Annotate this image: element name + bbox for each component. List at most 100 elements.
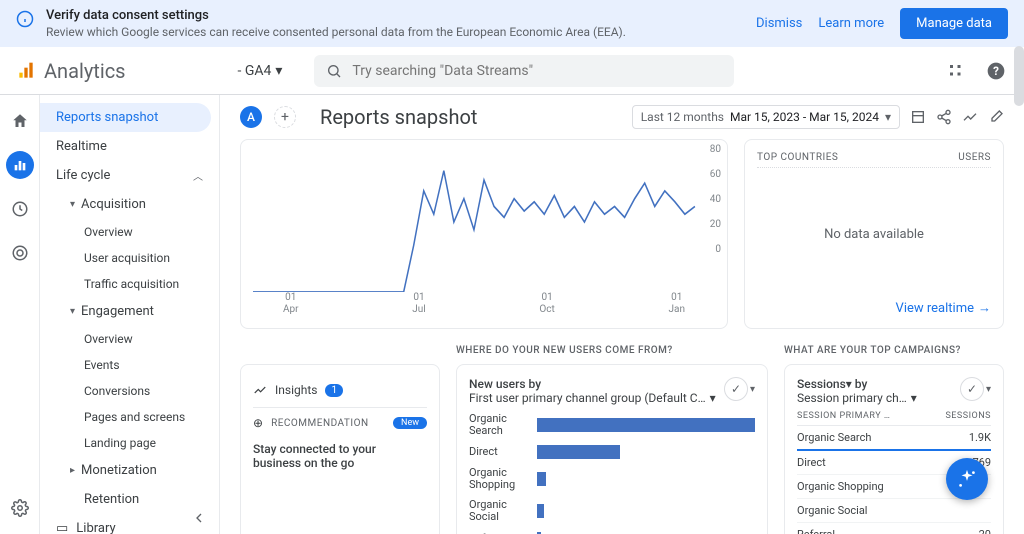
chevron-up-icon: ︿ — [193, 168, 203, 183]
info-icon — [16, 10, 34, 28]
sidebar-reports-snapshot[interactable]: Reports snapshot — [40, 103, 211, 132]
top-countries-card: TOP COUNTRIES USERS No data available Vi… — [744, 139, 1004, 329]
sidebar-pages-screens[interactable]: Pages and screens — [40, 404, 219, 430]
audience-badge[interactable]: A — [240, 106, 262, 128]
nav-rail — [0, 95, 40, 534]
campaigns-title: Sessions▾ by — [797, 377, 917, 391]
topbar: Analytics - GA4 ▾ ? — [0, 47, 1024, 95]
channel-bar-row: Organic Shopping — [469, 467, 755, 491]
channels-title: New users by — [469, 377, 716, 391]
edit-icon[interactable] — [988, 109, 1004, 125]
sidebar-realtime[interactable]: Realtime — [40, 132, 219, 161]
campaign-row[interactable]: Organic Search1.9K — [797, 426, 991, 451]
campaigns-section-label: WHAT ARE YOUR TOP CAMPAIGNS? — [784, 345, 1004, 356]
rail-home[interactable] — [6, 107, 34, 135]
main-content: A + Reports snapshot Last 12 months Mar … — [220, 95, 1024, 534]
chevron-down-icon: ▾ — [750, 384, 755, 395]
campaigns-dimension-picker[interactable]: Session primary ch… ▾ — [797, 391, 917, 405]
add-comparison-button[interactable]: + — [274, 106, 296, 128]
scrollbar[interactable] — [1014, 46, 1024, 106]
line-chart — [253, 152, 715, 292]
dismiss-link[interactable]: Dismiss — [756, 16, 802, 31]
chevron-down-icon: ▾ — [986, 384, 991, 395]
campaigns-card: Sessions▾ by Session primary ch… ▾ ✓ ▾ S… — [784, 364, 1004, 534]
page-title: Reports snapshot — [320, 105, 477, 129]
logo[interactable]: Analytics — [16, 59, 126, 83]
insights-count: 1 — [325, 384, 343, 397]
chevron-down-icon: ▾ — [911, 391, 917, 405]
sidebar-acquisition[interactable]: ▾ Acquisition — [40, 190, 219, 219]
svg-text:?: ? — [993, 64, 999, 78]
sidebar-engagement[interactable]: ▾ Engagement — [40, 297, 219, 326]
sidebar-events[interactable]: Events — [40, 352, 219, 378]
search-input[interactable] — [352, 63, 722, 79]
sidebar-acq-overview[interactable]: Overview — [40, 219, 219, 245]
collapse-sidebar-button[interactable] — [191, 510, 207, 526]
channel-bar-row: Direct — [469, 445, 755, 459]
sidebar-life-cycle[interactable]: Life cycle ︿ — [40, 161, 219, 190]
share-icon[interactable] — [936, 109, 952, 125]
customize-icon[interactable] — [910, 109, 926, 125]
check-button[interactable]: ✓ — [724, 377, 748, 401]
channel-bar-row: Organic Social — [469, 499, 755, 523]
sidebar-retention-label: Retention — [84, 492, 139, 507]
search-bar[interactable] — [314, 55, 734, 87]
insights-row[interactable]: Insights 1 — [253, 377, 427, 403]
sidebar-monetization-label: Monetization — [81, 463, 157, 478]
sidebar-user-acquisition[interactable]: User acquisition — [40, 245, 219, 271]
consent-banner: Verify data consent settings Review whic… — [0, 0, 1024, 47]
library-icon: ▭ — [56, 521, 68, 534]
no-data-message: No data available — [757, 168, 991, 300]
learn-more-link[interactable]: Learn more — [818, 16, 884, 31]
page-header: A + Reports snapshot Last 12 months Mar … — [220, 95, 1024, 139]
property-selector[interactable]: - GA4 ▾ — [238, 63, 283, 79]
recommendation-label: RECOMMENDATION — [271, 418, 369, 429]
channels-card: New users by First user primary channel … — [456, 364, 768, 534]
rail-explore[interactable] — [6, 195, 34, 223]
chart-y-axis: 80 60 40 20 0 — [710, 144, 721, 255]
view-realtime-link[interactable]: View realtime → — [757, 300, 991, 316]
rail-advertising[interactable] — [6, 239, 34, 267]
sidebar-traffic-acquisition[interactable]: Traffic acquisition — [40, 271, 219, 297]
chevron-down-icon: ▾ — [70, 199, 75, 210]
manage-data-button[interactable]: Manage data — [900, 8, 1008, 39]
help-icon[interactable]: ? — [984, 59, 1008, 83]
sidebar-landing-page[interactable]: Landing page — [40, 430, 219, 456]
campaigns-col2: SESSIONS — [945, 411, 991, 421]
sidebar-life-cycle-label: Life cycle — [56, 168, 110, 183]
channel-bar-row: Organic Search — [469, 413, 755, 437]
sidebar-acquisition-label: Acquisition — [81, 197, 146, 212]
chevron-down-icon: ▾ — [885, 110, 891, 124]
chevron-down-icon: ▾ — [70, 306, 75, 317]
campaign-row[interactable]: Referral20 — [797, 523, 991, 534]
insights-card: Insights 1 ⊕ RECOMMENDATION New Stay con… — [240, 364, 440, 534]
users-chart-card: 80 60 40 20 0 01Apr 01Jul 01Oct 01Jan — [240, 139, 728, 329]
rail-reports[interactable] — [6, 151, 34, 179]
property-name: - GA4 — [238, 63, 272, 79]
channels-dimension-picker[interactable]: First user primary channel group (Defaul… — [469, 391, 716, 405]
recommendation-row[interactable]: ⊕ RECOMMENDATION New — [253, 407, 427, 436]
rail-admin[interactable] — [6, 494, 34, 522]
banner-subtitle: Review which Google services can receive… — [46, 25, 744, 39]
date-range-picker[interactable]: Last 12 months Mar 15, 2023 - Mar 15, 20… — [632, 105, 900, 129]
insights-label: Insights — [275, 383, 317, 397]
chevron-down-icon: ▾ — [710, 391, 716, 405]
recommendation-text: Stay connected to your business on the g… — [253, 442, 427, 470]
campaign-row[interactable]: Organic Social — [797, 499, 991, 523]
chevron-right-icon: ▸ — [70, 465, 75, 476]
insights-icon[interactable] — [962, 109, 978, 125]
date-range-label: Last 12 months — [641, 110, 724, 124]
check-button[interactable]: ✓ — [960, 377, 984, 401]
apps-icon[interactable] — [944, 59, 968, 83]
sidebar-monetization[interactable]: ▸ Monetization — [40, 456, 219, 485]
sidebar-library-label: Library — [76, 521, 115, 534]
sidebar-conversions[interactable]: Conversions — [40, 378, 219, 404]
insights-icon — [253, 383, 267, 397]
assistant-fab[interactable] — [946, 458, 988, 500]
date-range-dates: Mar 15, 2023 - Mar 15, 2024 — [730, 110, 879, 124]
arrow-right-icon: → — [978, 300, 991, 316]
chart-x-axis: 01Apr 01Jul 01Oct 01Jan — [253, 292, 715, 316]
countries-header: TOP COUNTRIES — [757, 152, 838, 163]
plus-icon: ⊕ — [253, 416, 263, 430]
sidebar-eng-overview[interactable]: Overview — [40, 326, 219, 352]
